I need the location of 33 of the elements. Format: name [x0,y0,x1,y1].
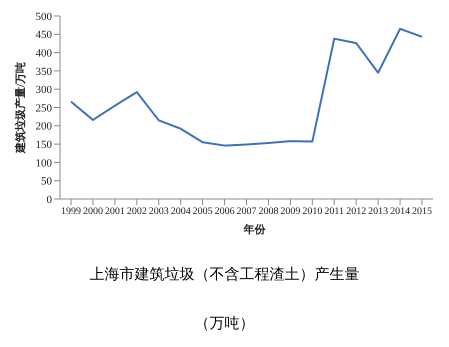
x-tick-label: 2015 [412,206,432,218]
x-tick-label: 2014 [390,206,410,218]
x-tick-label: 2003 [148,206,169,218]
x-tick-label: 2010 [302,206,322,218]
x-tick-label: 2006 [214,206,235,218]
text: 上海市建筑垃圾（不含工程渣土）产生量 [88,265,360,284]
x-tick-label: 2000 [82,206,103,218]
y-tick-label: 400 [36,48,52,60]
y-axis-title: 建筑垃圾产量/万吨 [14,62,27,154]
y-tick-label: 100 [36,157,52,170]
y-tick-label: 50 [41,176,52,188]
x-tick-label: 2002 [126,206,147,218]
y-tick-label: 350 [36,66,52,78]
x-tick-label: 2005 [192,206,213,218]
y-tick-label: 300 [36,84,52,96]
x-tick-label: 2001 [104,206,125,218]
x-tick-label: 2012 [346,206,366,218]
x-tick-label: 2011 [324,206,344,218]
x-tick-label: 2013 [368,206,388,218]
line-series [70,28,423,147]
x-tick-label: 1999 [61,206,81,218]
y-tick-label: 250 [36,102,52,114]
y-tick-label: 500 [36,10,52,23]
y-tick-label: 450 [36,29,52,42]
y-tick-label: 200 [36,120,52,133]
text: （万吨） [194,314,256,333]
x-axis-title: 年份 [242,223,266,237]
x-tick-label: 2007 [236,206,256,218]
x-tick-label: 2009 [280,206,300,218]
y-tick-label: 150 [36,139,52,152]
x-tick-label: 2008 [258,206,278,218]
y-tick-label: 0 [46,194,52,206]
x-tick-label: 2004 [170,206,191,218]
